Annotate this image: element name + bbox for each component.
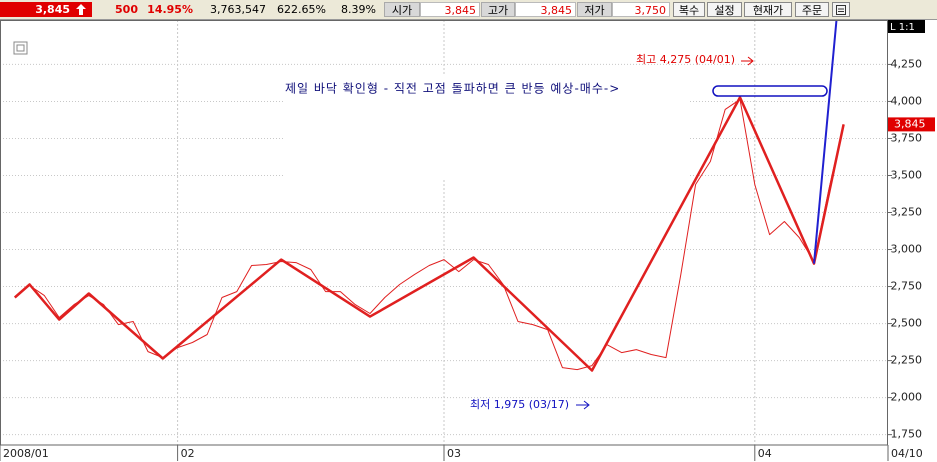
toolbar: 3,845 500 14.95% 3,763,547 622.65% 8.39%… (0, 0, 937, 20)
annotation: 최저 1,975 (03/17) (470, 398, 569, 411)
x-tick-label: 04/10 (891, 447, 923, 460)
field-value: 3,845 (515, 2, 576, 17)
y-tick-label: 1,750 (891, 428, 923, 441)
chart: 최고 4,275 (04/01) 제일 바닥 확인형 - 직전 고점 돌파하면 … (0, 20, 935, 461)
annotation-box (712, 85, 828, 97)
change-pct: 14.95% (147, 3, 193, 16)
price: 3,845 (35, 3, 70, 16)
checkbox-inner (16, 44, 25, 52)
scale-label: L 1:1 (890, 22, 915, 33)
button[interactable]: 설정 (707, 2, 742, 17)
annotation-arrow (576, 400, 590, 410)
y-tick-label: 4,250 (891, 57, 923, 70)
field-value: 3,845 (420, 2, 480, 17)
series-line (14, 98, 845, 371)
x-tick-label: 04 (758, 447, 772, 460)
y-tick-label: 3,000 (891, 243, 923, 256)
x-tick-label: 03 (447, 447, 461, 460)
button[interactable]: 현재가 (744, 2, 792, 17)
field-value: 3,750 (612, 2, 670, 17)
field-label: 저가 (577, 2, 612, 17)
x-tick-label: 02 (181, 447, 195, 460)
icon (836, 5, 846, 15)
y-tick-label: 2,750 (891, 280, 923, 293)
button[interactable]: 주문 (795, 2, 829, 17)
series-line (813, 20, 838, 264)
y-tick-label: 2,000 (891, 391, 923, 404)
annotation: 제일 바닥 확인형 - 직전 고점 돌파하면 큰 반등 예상-매수-> (285, 82, 620, 96)
y-tick-label: 3,750 (891, 131, 923, 144)
price-marker (888, 117, 935, 132)
annotation-arrow (741, 56, 754, 66)
y-tick-label: 2,250 (891, 354, 923, 367)
change: 500 (115, 3, 138, 16)
button[interactable]: 복수 (673, 2, 705, 17)
series-line (13, 96, 845, 372)
y-tick-label: 3,500 (891, 168, 923, 181)
icon-button[interactable] (832, 2, 850, 17)
y-tick-label: 3,250 (891, 206, 923, 219)
y-tick-label: 4,000 (891, 94, 923, 107)
up-arrow (76, 4, 86, 15)
y-tick-label: 2,500 (891, 317, 923, 330)
volume-pct: 622.65% (277, 3, 326, 16)
scale-label-box (888, 20, 925, 33)
volume: 3,763,547 (210, 3, 266, 16)
field-label: 고가 (481, 2, 515, 17)
x-tick-label: 2008/01 (3, 447, 49, 460)
price-box: 3,845 (0, 2, 92, 17)
price-marker-label: 3,845 (894, 117, 926, 130)
note-background (283, 76, 690, 180)
checkbox[interactable] (13, 41, 28, 55)
field-label: 시가 (384, 2, 420, 17)
plot (13, 20, 845, 372)
annotation: 최고 4,275 (04/01) (636, 53, 735, 66)
turnover: 8.39% (341, 3, 376, 16)
